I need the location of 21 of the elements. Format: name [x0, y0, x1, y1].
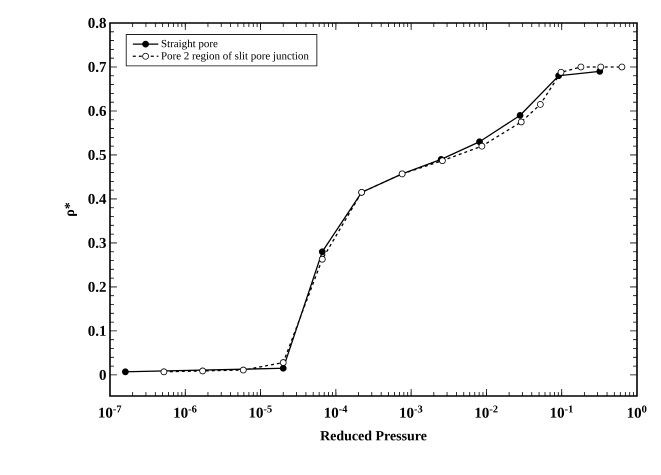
x-tick-label: 10$^{-6}$ [174, 406, 197, 418]
y-tick-label: 0.7 [88, 62, 106, 72]
x-axis-title: Reduced Pressure [320, 430, 427, 440]
legend-label: Pore 2 region of slit pore junction [161, 52, 309, 62]
y-tick-label: 0.6 [88, 106, 106, 116]
x-tick-label: 10$^{-3}$ [400, 406, 422, 418]
y-axis-title: ρ* [64, 202, 77, 216]
x-tick-label: 10$^{-7}$ [99, 406, 122, 418]
x-tick-label: 10$^{-4}$ [324, 406, 348, 418]
y-tick-label: 0.5 [88, 150, 106, 160]
x-tick-label: 10$^{-5}$ [250, 406, 272, 418]
x-tick-label: 10$^{-1}$ [550, 405, 573, 418]
y-tick-label: 0 [100, 370, 106, 380]
y-tick-label: 0.2 [88, 282, 106, 292]
x-tick-label: 10$^{-2}$ [476, 406, 498, 418]
y-tick-label: 0.3 [88, 238, 106, 248]
y-tick-label: 0.1 [88, 326, 106, 336]
legend-label: Straight pore [162, 40, 218, 50]
y-tick-label: 0.4 [88, 194, 106, 204]
x-tick-label: 10$^{0}$ [628, 406, 646, 418]
y-tick-label: 0.8 [88, 18, 106, 28]
